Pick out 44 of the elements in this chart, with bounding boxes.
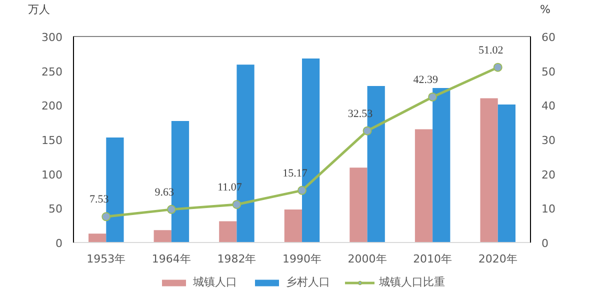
y2-tick-label: 50 xyxy=(542,65,556,78)
y-tick-label: 200 xyxy=(42,100,63,113)
x-tick-label: 1990年 xyxy=(282,252,322,266)
bar xyxy=(414,129,433,242)
x-tick-label: 1982年 xyxy=(217,252,256,266)
x-tick-label: 2020年 xyxy=(478,252,518,266)
bar xyxy=(154,230,172,242)
data-label: 42.39 xyxy=(413,74,438,86)
bar xyxy=(88,234,106,242)
x-tick-label: 2000年 xyxy=(348,252,387,266)
bar xyxy=(219,221,237,242)
point xyxy=(166,204,176,214)
y2-axis-title: % xyxy=(540,2,550,18)
y-tick-label: 0 xyxy=(56,237,62,250)
bar xyxy=(350,168,368,242)
bar xyxy=(498,104,516,242)
y-tick-label: 100 xyxy=(42,168,63,182)
y-tick-label: 300 xyxy=(42,31,63,44)
y2-tick-label: 10 xyxy=(542,202,556,216)
point xyxy=(428,92,438,102)
y2-tick-label: 40 xyxy=(542,100,556,113)
legend-label: 城镇人口 xyxy=(193,274,237,290)
y2-tick-label: 30 xyxy=(542,134,556,147)
bar xyxy=(432,88,450,242)
point xyxy=(102,212,111,222)
x-tick-label: 1964年 xyxy=(152,252,191,266)
y-tick-label: 250 xyxy=(42,65,63,78)
bar xyxy=(480,98,498,242)
legend-label: 城镇人口比重 xyxy=(379,274,445,290)
point xyxy=(298,186,306,195)
point xyxy=(232,200,242,209)
point xyxy=(362,126,372,136)
y-tick-label: 150 xyxy=(42,134,63,147)
y-axis-title: 万人 xyxy=(28,2,50,18)
data-label: 51.02 xyxy=(478,44,504,56)
point xyxy=(493,62,502,72)
y2-tick-label: 20 xyxy=(542,168,556,182)
x-tick-label: 1953年 xyxy=(86,252,126,266)
x-tick-label: 2010年 xyxy=(413,252,452,266)
legend-label: 乡村人口 xyxy=(286,274,330,290)
bar xyxy=(284,210,302,242)
y-tick-label: 50 xyxy=(48,202,63,216)
y2-tick-label: 0 xyxy=(542,237,548,250)
y2-tick-label: 60 xyxy=(542,31,556,44)
